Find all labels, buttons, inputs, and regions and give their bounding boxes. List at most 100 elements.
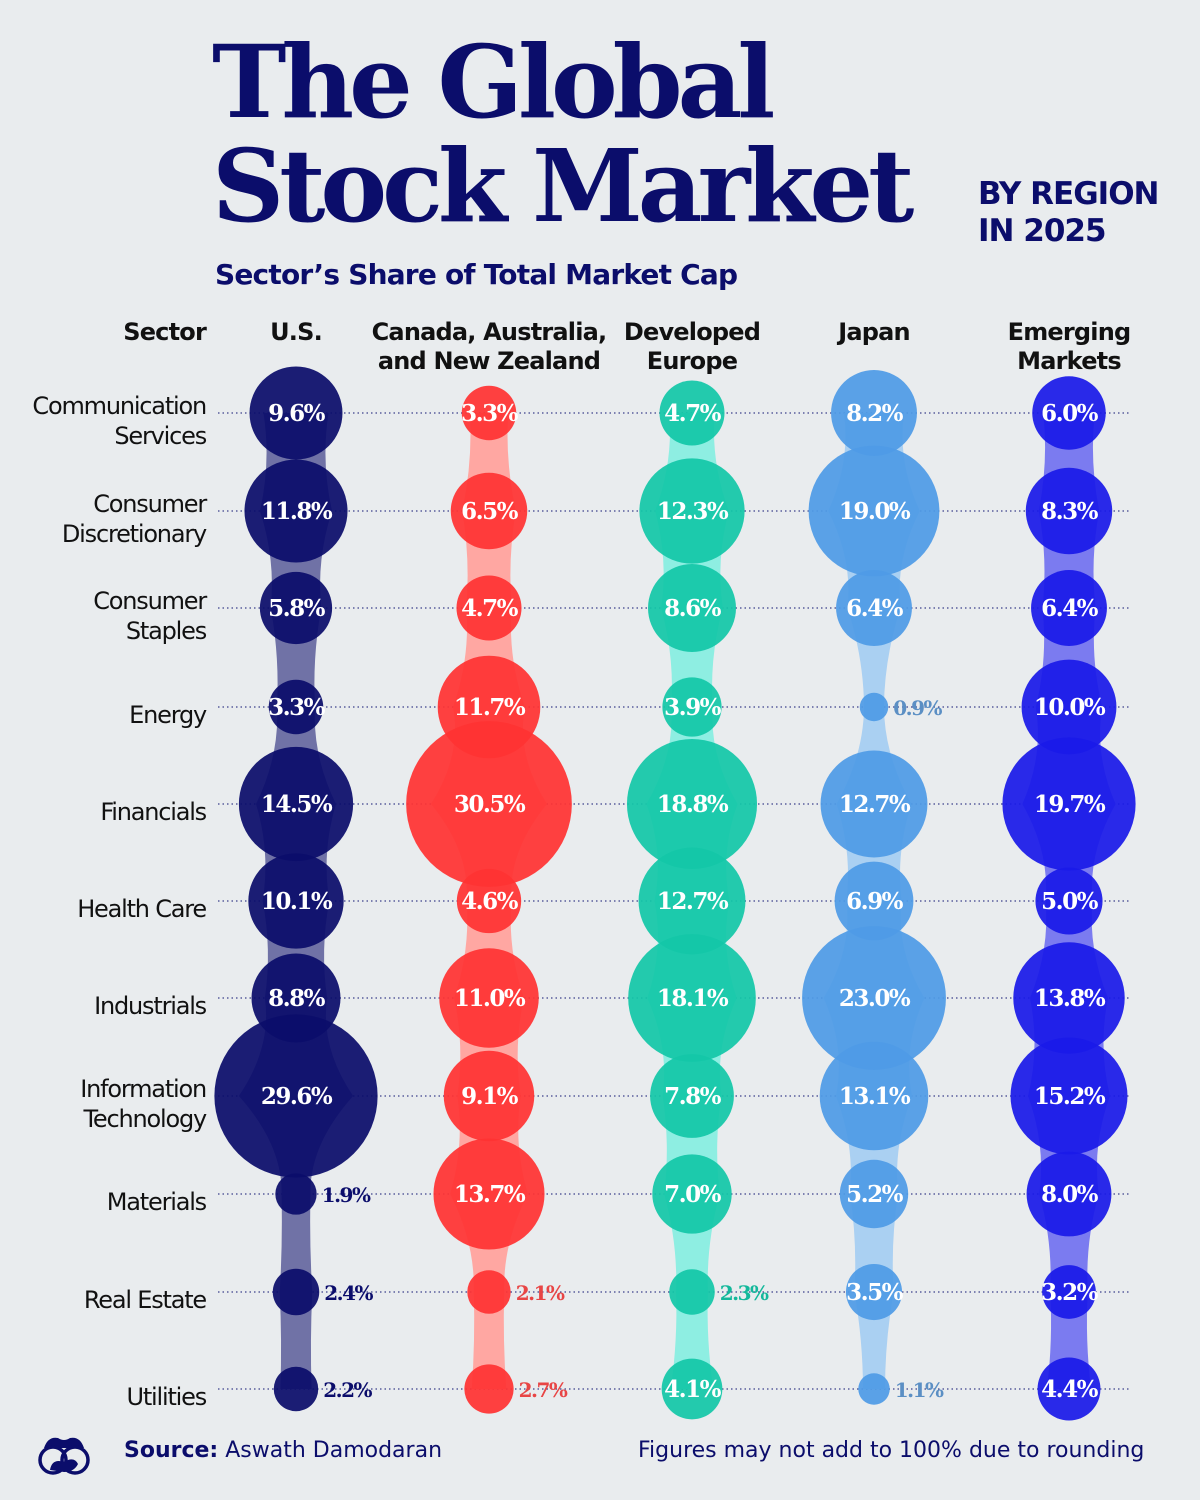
source: Source: Aswath Damodaran xyxy=(124,1438,442,1463)
value-label: 12.3% xyxy=(657,498,729,525)
bubble xyxy=(1042,1265,1096,1319)
title-side-line-2: IN 2025 xyxy=(978,213,1107,249)
value-label: 3.3% xyxy=(268,694,326,721)
bubble xyxy=(1013,942,1125,1054)
sector-label: Materials xyxy=(106,1188,207,1216)
bubble xyxy=(808,445,940,577)
bubble xyxy=(650,1054,734,1138)
bubble xyxy=(238,746,354,862)
value-label: 13.8% xyxy=(1034,985,1106,1012)
sector-label: Financials xyxy=(100,798,207,826)
bubble xyxy=(439,948,539,1048)
value-label: 29.6% xyxy=(261,1083,333,1110)
connector xyxy=(471,1292,507,1389)
bubble xyxy=(433,1138,545,1250)
bubble xyxy=(461,385,517,441)
value-label: 2.3% xyxy=(720,1281,769,1305)
value-label: 2.4% xyxy=(324,1281,373,1305)
value-label: 4.6% xyxy=(461,888,519,915)
value-label: 18.1% xyxy=(657,985,729,1012)
value-label: 8.6% xyxy=(664,595,722,622)
value-label: 1.1% xyxy=(895,1378,944,1402)
value-label: 1.9% xyxy=(322,1183,371,1207)
bubble xyxy=(831,370,917,456)
value-label: 13.1% xyxy=(839,1083,911,1110)
value-label: 14.5% xyxy=(261,791,333,818)
value-label: 4.7% xyxy=(461,595,519,622)
bubble xyxy=(836,570,912,646)
value-label: 8.8% xyxy=(268,985,326,1012)
bubble xyxy=(214,1014,378,1178)
bubble xyxy=(273,1366,319,1412)
value-label: 8.3% xyxy=(1041,498,1099,525)
bubble xyxy=(648,564,736,652)
value-label: 8.2% xyxy=(846,400,904,427)
value-label: 6.4% xyxy=(846,595,904,622)
source-value: Aswath Damodaran xyxy=(225,1438,443,1463)
value-label: 2.1% xyxy=(516,1281,565,1305)
title-line-2: Stock Market xyxy=(212,127,914,245)
value-label: 6.5% xyxy=(461,498,519,525)
sector-label: Energy xyxy=(129,701,207,729)
value-label: 3.3% xyxy=(461,400,519,427)
column-header: Canada, Australia, and New Zealand xyxy=(371,318,608,375)
value-label: 6.9% xyxy=(846,888,904,915)
bubble xyxy=(275,1173,317,1215)
sector-label: Consumer Staples xyxy=(93,587,207,645)
bubble xyxy=(839,1159,909,1229)
bubble xyxy=(628,934,756,1062)
bubble xyxy=(443,1050,535,1142)
value-label: 7.0% xyxy=(664,1181,722,1208)
bubble xyxy=(834,861,914,941)
bubble xyxy=(450,472,528,550)
value-label: 19.0% xyxy=(839,498,911,525)
value-label: 6.4% xyxy=(1041,595,1099,622)
footnote: Figures may not add to 100% due to round… xyxy=(638,1438,1145,1463)
title-side-line-1: BY REGION xyxy=(978,176,1159,212)
value-label: 9.6% xyxy=(268,400,326,427)
source-label: Source: xyxy=(124,1438,219,1463)
bubble xyxy=(268,679,324,735)
bubble xyxy=(1037,1357,1101,1421)
title-line-1: The Global xyxy=(212,23,775,141)
bubble xyxy=(464,1364,514,1414)
value-label: 4.7% xyxy=(664,400,722,427)
bubble xyxy=(467,1270,511,1314)
value-label: 9.1% xyxy=(461,1083,519,1110)
sector-column-header: Sector xyxy=(123,318,207,346)
sector-label: Industrials xyxy=(94,992,207,1020)
bubble xyxy=(652,1154,732,1234)
value-label: 4.4% xyxy=(1041,1376,1099,1403)
value-label: 13.7% xyxy=(454,1181,526,1208)
bubble xyxy=(1002,737,1136,871)
value-label: 11.8% xyxy=(261,498,333,525)
bubble xyxy=(1010,1037,1128,1155)
connector xyxy=(279,1292,313,1389)
value-label: 0.9% xyxy=(893,696,942,720)
value-label: 3.2% xyxy=(1041,1279,1099,1306)
value-label: 19.7% xyxy=(1034,791,1106,818)
bubble xyxy=(639,458,745,564)
value-label: 2.2% xyxy=(323,1378,372,1402)
value-label: 12.7% xyxy=(657,888,729,915)
bubble xyxy=(406,721,572,887)
title-side: BY REGION IN 2025 xyxy=(978,176,1159,250)
connector xyxy=(279,1194,313,1292)
sector-label: Communication Services xyxy=(32,392,207,450)
value-label: 3.9% xyxy=(664,694,722,721)
binoculars-logo-icon xyxy=(38,1430,90,1487)
value-label: 4.1% xyxy=(664,1376,722,1403)
bubble xyxy=(802,926,946,1070)
bubble xyxy=(1026,1151,1112,1237)
bubble xyxy=(272,1268,320,1316)
value-label: 8.0% xyxy=(1041,1181,1099,1208)
bubble xyxy=(1035,867,1103,935)
bubble xyxy=(249,366,343,460)
bubble xyxy=(248,853,344,949)
bubble xyxy=(1021,659,1117,755)
bubble xyxy=(845,1263,903,1321)
bubble xyxy=(819,1041,929,1151)
column-header: Emerging Markets xyxy=(1007,318,1132,375)
bubble xyxy=(661,1358,723,1420)
